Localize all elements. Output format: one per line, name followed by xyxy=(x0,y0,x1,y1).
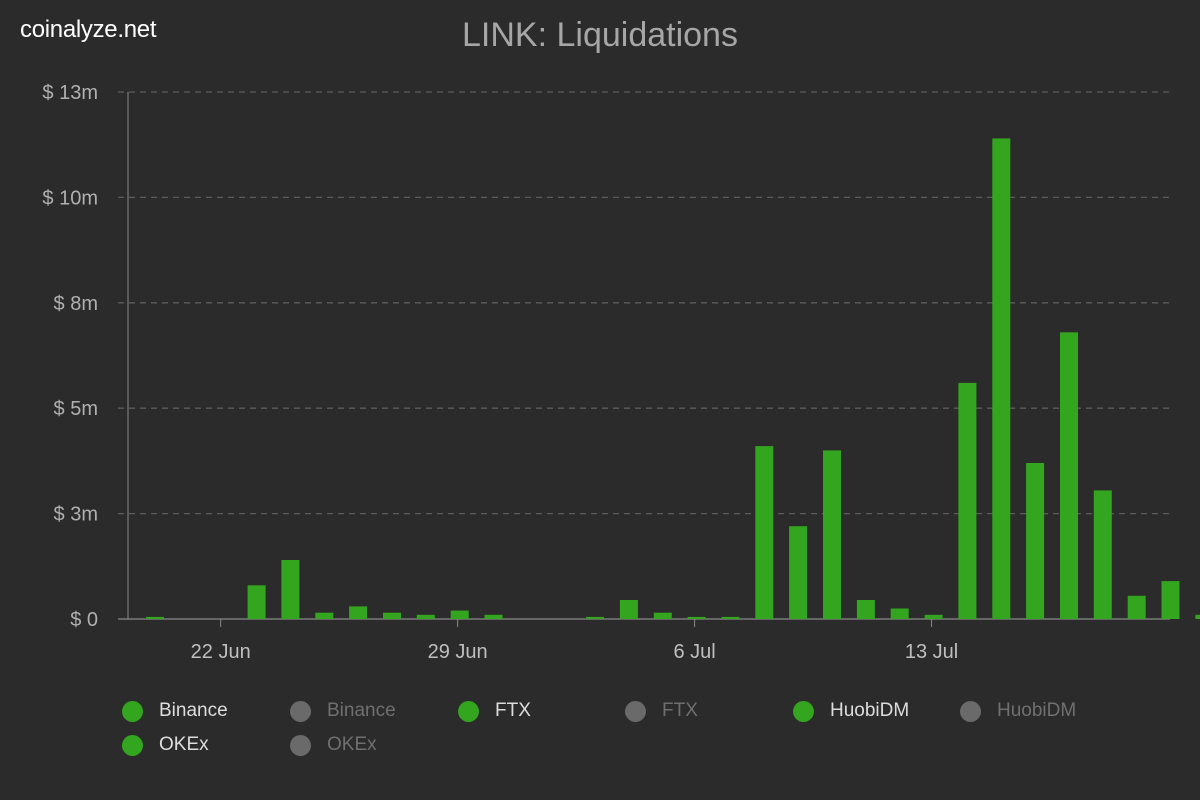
legend-label: OKEx xyxy=(159,734,209,755)
legend-dot-icon xyxy=(290,700,311,722)
bar[interactable] xyxy=(484,614,503,619)
legend-item[interactable]: Binance xyxy=(290,698,396,724)
legend-dot-icon xyxy=(625,700,646,722)
bar[interactable] xyxy=(924,614,943,619)
bar[interactable] xyxy=(856,600,875,619)
legend-item[interactable]: FTX xyxy=(458,698,531,724)
bar[interactable] xyxy=(586,616,604,619)
x-tick-label: 22 Jun xyxy=(191,641,251,663)
legend-item[interactable]: FTX xyxy=(625,698,698,724)
legend-item[interactable]: Binance xyxy=(122,698,228,724)
bar[interactable] xyxy=(247,585,266,619)
bar[interactable] xyxy=(1093,490,1112,619)
bar[interactable] xyxy=(992,138,1011,619)
bar[interactable] xyxy=(1026,463,1045,619)
x-axis-ticks: 22 Jun 29 Jun 6 Jul 13 Jul xyxy=(191,619,958,663)
bar[interactable] xyxy=(1127,595,1146,619)
y-tick-label: $ 0 xyxy=(70,609,98,631)
y-tick-label: $ 10m xyxy=(42,187,98,209)
bar[interactable] xyxy=(789,526,808,619)
bar[interactable] xyxy=(890,608,909,620)
bar[interactable] xyxy=(383,612,401,619)
y-tick-label: $ 8m xyxy=(54,293,98,315)
legend-label: Binance xyxy=(159,700,228,721)
legend-label: HuobiDM xyxy=(830,700,910,721)
bar[interactable] xyxy=(958,382,977,619)
bar[interactable] xyxy=(450,610,469,619)
bar[interactable] xyxy=(619,600,638,619)
brand-watermark: coinalyze.net xyxy=(20,16,157,43)
legend-label: FTX xyxy=(662,700,698,721)
bar[interactable] xyxy=(687,616,706,619)
legend-label: FTX xyxy=(495,700,531,721)
y-axis-ticks: $ 0 $ 3m $ 5m $ 8m $ 10m $ 13m xyxy=(42,82,98,631)
chart-title: LINK: Liquidations xyxy=(462,16,738,54)
bar[interactable] xyxy=(416,614,435,619)
bar[interactable] xyxy=(1161,581,1180,619)
legend-item[interactable]: OKEx xyxy=(122,732,209,758)
legend-dot-icon xyxy=(458,700,479,722)
bar[interactable] xyxy=(1195,614,1200,619)
y-tick-label: $ 5m xyxy=(54,398,98,420)
bar[interactable] xyxy=(349,606,368,619)
legend-label: OKEx xyxy=(327,734,377,755)
bar[interactable] xyxy=(1060,332,1078,619)
bar[interactable] xyxy=(146,616,164,619)
bar[interactable] xyxy=(721,616,740,619)
bar[interactable] xyxy=(755,446,774,619)
bar[interactable] xyxy=(281,560,300,619)
legend-dot-icon xyxy=(290,734,311,756)
legend-dot-icon xyxy=(122,700,143,722)
x-tick-label: 29 Jun xyxy=(428,641,488,663)
legend-item[interactable]: OKEx xyxy=(290,732,377,758)
legend-label: HuobiDM xyxy=(997,700,1077,721)
legend-item[interactable]: HuobiDM xyxy=(793,698,909,724)
legend-dot-icon xyxy=(960,700,981,722)
legend-item[interactable]: HuobiDM xyxy=(960,698,1076,724)
legend-dot-icon xyxy=(793,700,814,722)
bar[interactable] xyxy=(653,612,672,619)
legend-label: Binance xyxy=(327,700,396,721)
axes xyxy=(118,92,1170,620)
y-tick-label: $ 13m xyxy=(42,82,98,104)
grid-lines xyxy=(118,91,1170,515)
x-tick-label: 13 Jul xyxy=(905,641,958,663)
bar[interactable] xyxy=(315,612,334,619)
bar[interactable] xyxy=(823,450,841,619)
bars xyxy=(146,138,1200,619)
x-tick-label: 6 Jul xyxy=(673,641,715,663)
legend-dot-icon xyxy=(122,734,143,756)
y-tick-label: $ 3m xyxy=(54,504,98,526)
